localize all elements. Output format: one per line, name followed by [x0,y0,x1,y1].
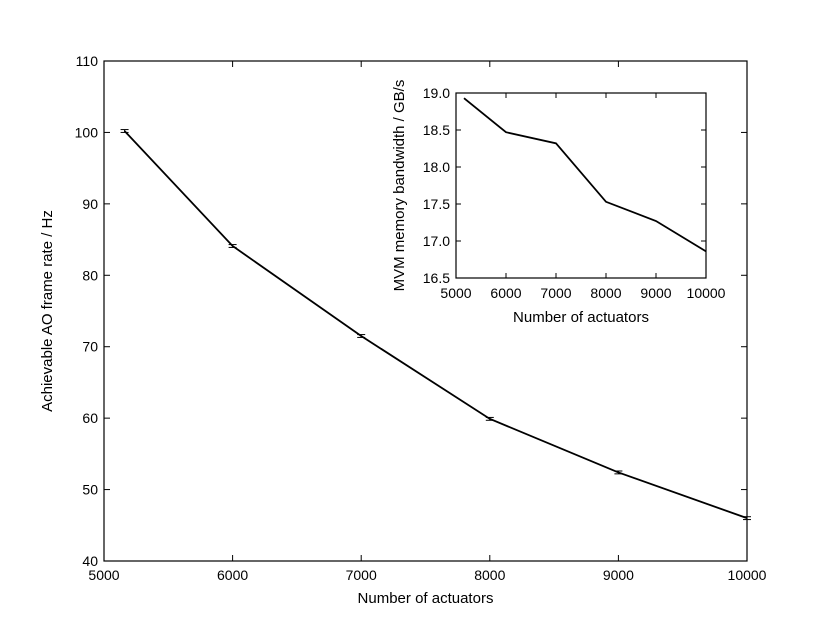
y-tick-label: 100 [75,124,99,140]
inset-y-tick-label: 18.5 [423,122,450,138]
x-tick-label: 9000 [603,567,634,583]
inset-x-tick-label: 5000 [440,285,471,301]
main-chart: 5000 6000 7000 8000 9000 10000 40 50 60 70 80 90 100… [39,53,767,607]
y-tick-label: 90 [82,196,98,212]
inset-chart: 5000 6000 7000 8000 9000 10000 16.5 17.0 17.5 18.… [391,80,726,326]
x-tick-label: 8000 [474,567,505,583]
x-tick-label: 6000 [217,567,248,583]
inset-y-tick-label: 18.0 [423,159,450,175]
series-line [123,130,748,519]
inset-y-tick-label: 16.5 [423,270,450,286]
inset-x-tick-label: 6000 [490,285,521,301]
inset-x-tick-label: 10000 [687,285,726,301]
y-tick-label: 70 [82,339,98,355]
y-tick-label: 110 [76,53,99,69]
x-axis-label: Number of actuators [358,590,494,607]
inset-y-tick-label: 19.0 [423,85,450,101]
inset-x-tick-label: 8000 [590,285,621,301]
inset-y-tick-label: 17.5 [423,196,450,212]
x-tick-label: 10000 [728,567,767,583]
y-tick-label: 50 [82,482,98,498]
x-tick-label: 5000 [88,567,119,583]
y-axis-label: Achievable AO frame rate / Hz [39,210,56,412]
y-tick-label: 60 [82,410,98,426]
inset-x-tick-label: 7000 [540,285,571,301]
inset-x-axis-label: Number of actuators [513,309,649,326]
inset-y-tick-label: 17.0 [423,233,450,249]
inset-plot-frame [455,92,707,279]
y-tick-label: 80 [82,267,98,283]
inset-y-axis-label: MVM memory bandwidth / GB/s [391,80,408,292]
x-tick-label: 7000 [346,567,377,583]
y-tick-label: 40 [82,553,98,569]
inset-series-line [463,97,707,253]
inset-x-tick-label: 9000 [640,285,671,301]
plot-frame [103,60,748,562]
